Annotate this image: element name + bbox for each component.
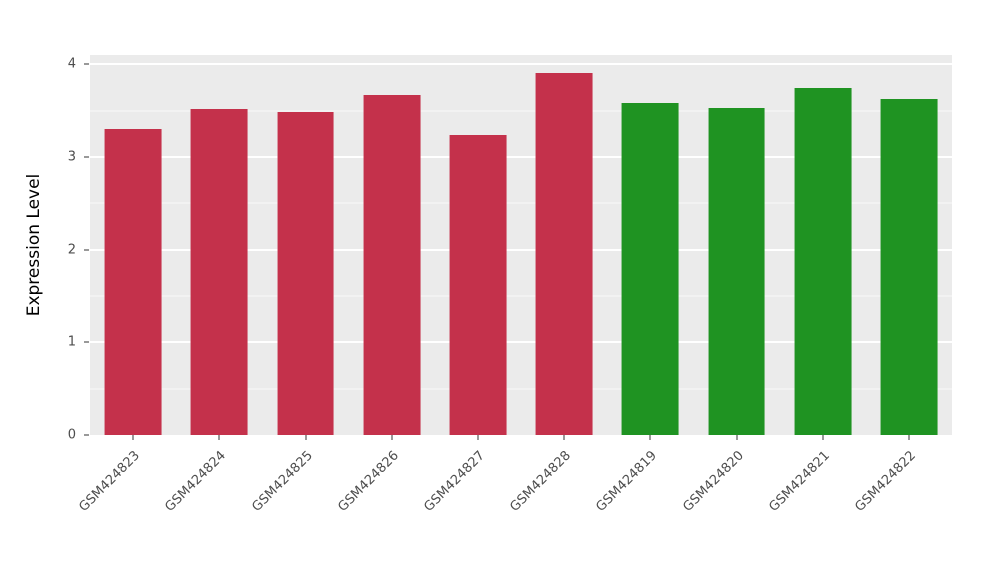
bar-GSM424824: [190, 108, 248, 435]
y-tick-label: 3: [67, 149, 76, 165]
y-tick-label: 2: [67, 242, 76, 258]
bar-GSM424827: [449, 134, 507, 435]
grid-line-major: [90, 341, 952, 344]
bar-GSM424823: [104, 129, 162, 435]
x-tick-label: GSM424820: [679, 448, 747, 515]
y-tick-label: 0: [67, 427, 76, 443]
grid-line-minor: [90, 388, 952, 390]
x-tick-mark: [736, 435, 737, 440]
grid-line-major: [90, 155, 952, 158]
x-tick-mark: [305, 435, 306, 440]
x-tick-label: GSM424828: [507, 448, 574, 515]
y-tick-mark: [84, 156, 89, 158]
bar-GSM424820: [708, 107, 765, 435]
y-tick-label: 1: [67, 334, 76, 350]
y-tick-mark: [84, 249, 89, 251]
x-tick-mark: [822, 435, 824, 440]
x-tick-label: GSM424825: [248, 448, 316, 515]
y-tick-mark: [84, 63, 89, 65]
x-tick-label: GSM424824: [162, 448, 230, 515]
bar-GSM424821: [794, 88, 852, 435]
grid-line-minor: [90, 110, 952, 112]
x-tick-label: GSM424822: [852, 448, 919, 515]
x-tick-mark: [908, 435, 910, 440]
bar-GSM424825: [277, 111, 334, 435]
grid-line-major: [90, 63, 952, 66]
grid-line-major: [90, 248, 952, 251]
y-tick-mark: [84, 434, 89, 436]
y-axis: 0 1 2 3 4: [0, 55, 90, 442]
x-tick-mark: [563, 435, 565, 440]
x-tick-label: GSM424821: [765, 448, 833, 515]
y-tick-mark: [84, 341, 89, 343]
bar-GSM424819: [621, 103, 679, 435]
bar-GSM424826: [363, 94, 421, 435]
x-tick-label: GSM424823: [76, 448, 143, 515]
x-tick-mark: [132, 435, 134, 440]
x-tick-mark: [218, 435, 220, 440]
x-tick-label: GSM424819: [593, 448, 661, 515]
bar-GSM424822: [880, 98, 938, 435]
x-tick-label: GSM424827: [421, 448, 488, 515]
x-tick-mark: [391, 435, 393, 440]
grid-line-minor: [90, 295, 952, 297]
x-axis: GSM424823 GSM424824 GSM424825 GSM424826 GSM4…: [76, 435, 952, 545]
plot-panel: [90, 55, 952, 435]
grid-line-minor: [90, 202, 952, 204]
x-tick-mark: [477, 435, 479, 440]
x-tick-mark: [649, 435, 651, 440]
y-tick-label: 4: [67, 56, 76, 72]
x-tick-label: GSM424826: [334, 448, 402, 515]
bar-GSM424828: [535, 72, 593, 435]
